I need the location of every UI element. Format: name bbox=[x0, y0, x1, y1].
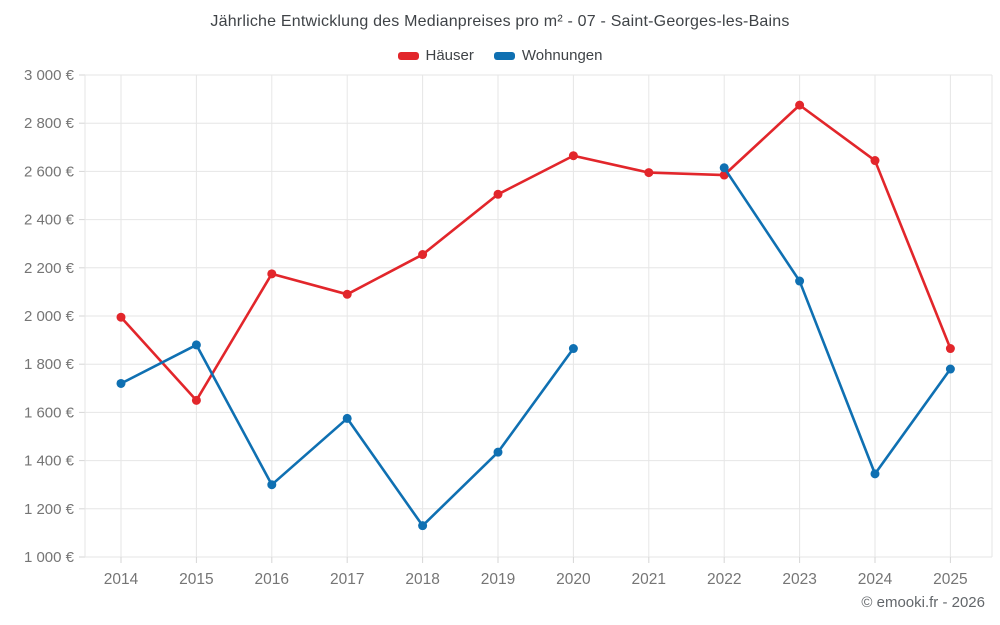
data-point-wohnungen-2017[interactable] bbox=[342, 413, 352, 423]
data-point-wohnungen-2025[interactable] bbox=[945, 364, 955, 374]
y-axis-label: 2 800 € bbox=[24, 115, 75, 132]
x-axis-label: 2016 bbox=[255, 571, 289, 588]
data-point-häuser-2021[interactable] bbox=[644, 168, 654, 178]
y-axis-label: 3 000 € bbox=[24, 67, 75, 84]
data-point-häuser-2016[interactable] bbox=[267, 269, 277, 279]
series-line-häuser bbox=[119, 103, 952, 402]
x-axis-label: 2022 bbox=[707, 571, 741, 588]
x-axis-label: 2019 bbox=[481, 571, 515, 588]
x-axis-label: 2023 bbox=[782, 571, 816, 588]
data-point-häuser-2018[interactable] bbox=[418, 250, 428, 260]
data-point-häuser-2023[interactable] bbox=[795, 100, 805, 110]
data-point-wohnungen-2014[interactable] bbox=[116, 378, 126, 388]
x-axis-label: 2025 bbox=[933, 571, 967, 588]
x-axis-label: 2015 bbox=[179, 571, 213, 588]
data-point-wohnungen-2016[interactable] bbox=[267, 480, 277, 490]
data-point-wohnungen-2022[interactable] bbox=[719, 163, 729, 173]
y-axis-label: 2 200 € bbox=[24, 260, 75, 277]
y-axis-label: 1 200 € bbox=[24, 501, 75, 518]
legend-label-hauser: Häuser bbox=[425, 47, 474, 64]
data-point-häuser-2025[interactable] bbox=[945, 344, 955, 354]
x-axis-label: 2024 bbox=[858, 571, 893, 588]
y-axis-label: 1 600 € bbox=[24, 404, 75, 421]
x-axis-label: 2017 bbox=[330, 571, 364, 588]
chart-legend: Häuser Wohnungen bbox=[0, 47, 1000, 64]
data-point-wohnungen-2023[interactable] bbox=[795, 276, 805, 286]
footer-credit: © emooki.fr - 2026 bbox=[861, 594, 985, 611]
y-axis-label: 2 600 € bbox=[24, 163, 75, 180]
legend-item-wohnungen[interactable]: Wohnungen bbox=[493, 47, 603, 64]
data-point-häuser-2015[interactable] bbox=[191, 395, 201, 405]
data-point-häuser-2020[interactable] bbox=[568, 151, 578, 161]
data-point-wohnungen-2015[interactable] bbox=[191, 340, 201, 350]
data-point-häuser-2019[interactable] bbox=[493, 189, 503, 199]
x-axis-label: 2014 bbox=[104, 571, 139, 588]
data-point-wohnungen-2024[interactable] bbox=[870, 469, 880, 479]
x-axis-label: 2018 bbox=[405, 571, 439, 588]
x-axis-label: 2021 bbox=[632, 571, 666, 588]
legend-swatch-hauser-icon bbox=[397, 51, 419, 60]
data-point-häuser-2017[interactable] bbox=[342, 289, 352, 299]
legend-item-hauser[interactable]: Häuser bbox=[397, 47, 474, 64]
y-axis-label: 2 400 € bbox=[24, 212, 75, 229]
data-point-häuser-2014[interactable] bbox=[116, 312, 126, 322]
data-point-wohnungen-2019[interactable] bbox=[493, 447, 503, 457]
data-point-wohnungen-2020[interactable] bbox=[568, 344, 578, 354]
y-axis-label: 1 000 € bbox=[24, 549, 75, 566]
data-point-häuser-2024[interactable] bbox=[870, 156, 880, 166]
legend-swatch-wohnungen-icon bbox=[493, 51, 515, 60]
legend-label-wohnungen: Wohnungen bbox=[521, 47, 603, 64]
y-axis-label: 1 800 € bbox=[24, 356, 75, 373]
x-axis-label: 2020 bbox=[556, 571, 591, 588]
data-point-wohnungen-2018[interactable] bbox=[418, 521, 428, 531]
chart-title: Jährliche Entwicklung des Medianpreises … bbox=[210, 13, 790, 30]
series-line-wohnungen bbox=[722, 166, 952, 476]
y-axis-label: 1 400 € bbox=[24, 453, 75, 470]
y-axis-label: 2 000 € bbox=[24, 308, 75, 325]
